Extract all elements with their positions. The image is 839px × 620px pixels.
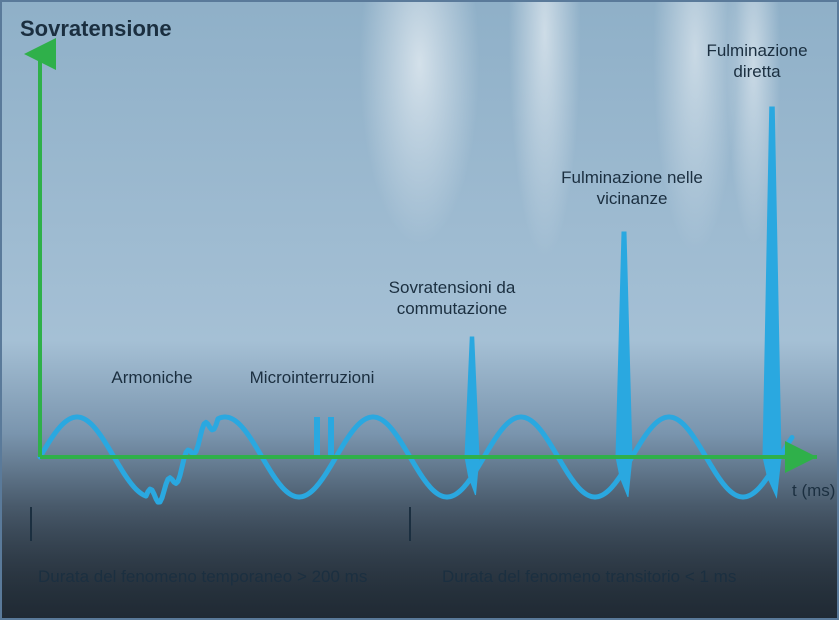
label-nearby: Fulminazione nelle vicinanze xyxy=(561,167,703,210)
footer-label-right: Durata del fenomeno transitorio < 1 ms xyxy=(442,567,736,587)
label-switching: Sovratensioni da commutazione xyxy=(389,277,516,320)
label-harmonics: Armoniche xyxy=(111,367,192,388)
diagram-container: Sovratensione Armoniche Microinterruzioni… xyxy=(0,0,839,620)
x-axis-label: t (ms) xyxy=(792,480,835,501)
footer-tick-0 xyxy=(30,507,32,541)
label-microbreaks: Microinterruzioni xyxy=(250,367,375,388)
footer-label-left: Durata del fenomeno temporaneo > 200 ms xyxy=(38,567,367,587)
footer-tick-1 xyxy=(409,507,411,541)
chart-title: Sovratensione xyxy=(20,16,172,42)
label-direct: Fulminazione diretta xyxy=(706,40,807,83)
